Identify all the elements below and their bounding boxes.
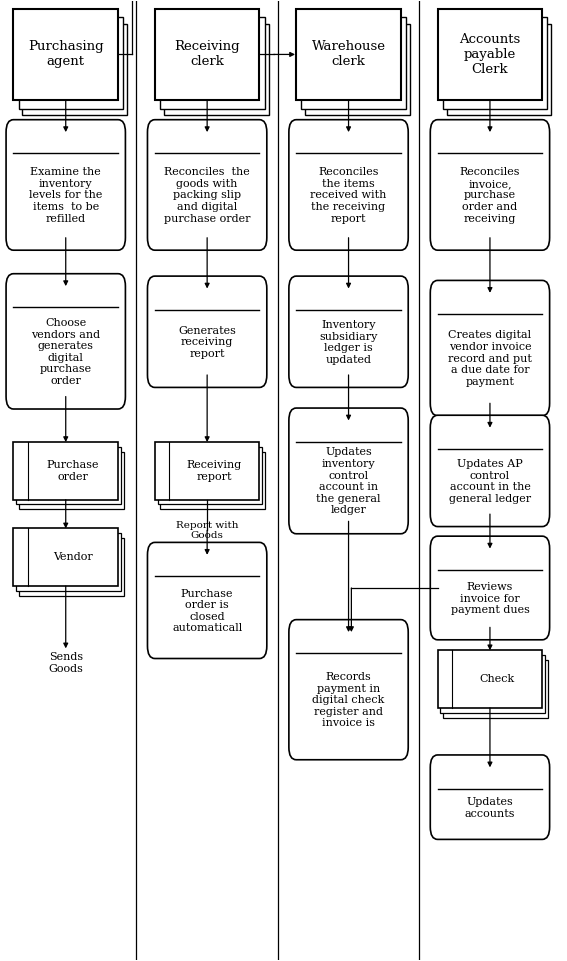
FancyBboxPatch shape (296, 9, 401, 100)
FancyBboxPatch shape (16, 533, 121, 591)
Text: Generates
receiving
report: Generates receiving report (178, 326, 236, 358)
FancyBboxPatch shape (164, 24, 269, 115)
Text: Report with
Goods: Report with Goods (176, 521, 238, 540)
FancyBboxPatch shape (6, 120, 125, 250)
FancyBboxPatch shape (438, 9, 542, 100)
FancyBboxPatch shape (14, 9, 118, 100)
FancyBboxPatch shape (6, 274, 125, 409)
Text: Reconciles
the items
received with
the receiving
report: Reconciles the items received with the r… (310, 167, 387, 224)
FancyBboxPatch shape (289, 276, 408, 387)
FancyBboxPatch shape (19, 17, 123, 109)
FancyBboxPatch shape (23, 24, 127, 115)
FancyBboxPatch shape (430, 415, 549, 527)
Text: Creates digital
vendor invoice
record and put
a due date for
payment: Creates digital vendor invoice record an… (448, 331, 532, 387)
Text: Purchase
order is
closed
automaticall: Purchase order is closed automaticall (172, 588, 242, 633)
FancyBboxPatch shape (301, 17, 406, 109)
Text: Records
payment in
digital check
register and
invoice is: Records payment in digital check registe… (312, 672, 385, 728)
FancyBboxPatch shape (430, 120, 549, 250)
FancyBboxPatch shape (19, 538, 124, 596)
FancyBboxPatch shape (430, 281, 549, 416)
Text: Check: Check (479, 674, 514, 684)
FancyBboxPatch shape (160, 17, 265, 109)
Text: Purchase
order: Purchase order (46, 460, 99, 481)
FancyBboxPatch shape (443, 17, 547, 109)
FancyBboxPatch shape (305, 24, 410, 115)
FancyBboxPatch shape (155, 9, 260, 100)
Text: Updates
inventory
control
account in
the general
ledger: Updates inventory control account in the… (316, 448, 381, 515)
Text: Accounts
payable
Clerk: Accounts payable Clerk (459, 33, 521, 76)
Text: Receiving
report: Receiving report (187, 460, 242, 481)
Text: Inventory
subsidiary
ledger is
updated: Inventory subsidiary ledger is updated (319, 320, 378, 365)
Text: Sends
Goods: Sends Goods (48, 652, 83, 674)
FancyBboxPatch shape (289, 120, 408, 250)
FancyBboxPatch shape (160, 452, 265, 509)
FancyBboxPatch shape (14, 529, 118, 586)
FancyBboxPatch shape (16, 447, 121, 505)
FancyBboxPatch shape (289, 408, 408, 533)
Text: Examine the
inventory
levels for the
items  to be
refilled: Examine the inventory levels for the ite… (29, 167, 103, 224)
FancyBboxPatch shape (147, 276, 267, 387)
FancyBboxPatch shape (430, 536, 549, 640)
Text: Receiving
clerk: Receiving clerk (174, 40, 240, 68)
FancyBboxPatch shape (438, 651, 542, 708)
FancyBboxPatch shape (447, 24, 551, 115)
FancyBboxPatch shape (147, 120, 267, 250)
FancyBboxPatch shape (14, 442, 118, 500)
Text: Choose
vendors and
generates
digital
purchase
order: Choose vendors and generates digital pur… (31, 318, 100, 386)
Text: Reviews
invoice for
payment dues: Reviews invoice for payment dues (451, 582, 530, 615)
Text: Updates AP
control
account in the
general ledger: Updates AP control account in the genera… (449, 459, 531, 504)
FancyBboxPatch shape (289, 620, 408, 760)
FancyBboxPatch shape (147, 542, 267, 658)
FancyBboxPatch shape (158, 447, 263, 505)
Text: Warehouse
clerk: Warehouse clerk (311, 40, 386, 68)
Text: Updates
accounts: Updates accounts (465, 797, 515, 819)
FancyBboxPatch shape (19, 452, 124, 509)
Text: Purchasing
agent: Purchasing agent (28, 40, 104, 68)
Text: Vendor: Vendor (53, 553, 92, 562)
FancyBboxPatch shape (155, 442, 260, 500)
FancyBboxPatch shape (443, 660, 548, 718)
Text: Reconciles  the
goods with
packing slip
and digital
purchase order: Reconciles the goods with packing slip a… (164, 167, 251, 224)
FancyBboxPatch shape (441, 655, 545, 713)
Text: Reconciles
invoice,
purchase
order and
receiving: Reconciles invoice, purchase order and r… (460, 167, 520, 224)
FancyBboxPatch shape (430, 755, 549, 839)
